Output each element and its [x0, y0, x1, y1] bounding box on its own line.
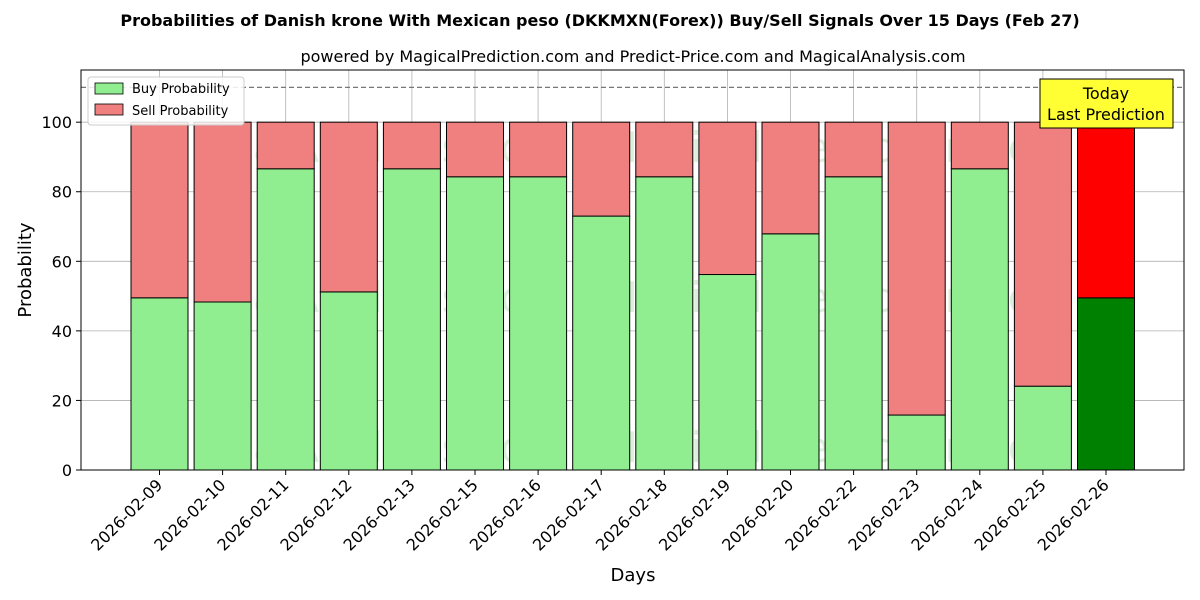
- chart-subtitle: powered by MagicalPrediction.com and Pre…: [300, 47, 965, 66]
- sell-bar: [1013, 121, 1072, 387]
- y-tick-label: 80: [52, 183, 72, 202]
- sell-bar: [509, 121, 568, 178]
- sell-bar: [256, 121, 315, 170]
- today-annotation-box: [1039, 78, 1174, 129]
- buy-bar: [572, 215, 631, 471]
- sell-bar: [193, 121, 252, 303]
- sell-bar: [761, 121, 820, 235]
- y-tick-label: 0: [62, 461, 72, 480]
- buy-bar: [256, 168, 315, 471]
- buy-bar: [382, 168, 441, 471]
- buy-bar: [1013, 385, 1072, 471]
- buy-bar: [887, 414, 946, 471]
- buy-bar: [1077, 297, 1135, 471]
- buy-bar: [193, 301, 252, 471]
- chart-title: Probabilities of Danish krone With Mexic…: [120, 11, 1079, 30]
- sell-bar: [635, 121, 694, 178]
- sell-bar: [698, 121, 757, 276]
- sell-bar: [572, 121, 631, 217]
- plot-frame: [80, 69, 1185, 471]
- y-tick-label: 60: [52, 252, 72, 271]
- sell-bar: [950, 121, 1009, 170]
- buy-bar: [509, 176, 568, 471]
- sell-bar: [319, 121, 378, 293]
- buy-bar: [130, 297, 189, 471]
- today-annotation: Today Last Prediction: [1039, 78, 1174, 129]
- buy-bar: [950, 168, 1009, 471]
- buy-bar: [319, 291, 378, 471]
- buy-bar: [761, 233, 820, 471]
- sell-bar: [887, 121, 946, 416]
- sell-bar: [1077, 121, 1135, 299]
- y-tick-label: 20: [52, 391, 72, 410]
- y-tick-label: 40: [52, 322, 72, 341]
- buy-bar: [698, 274, 757, 471]
- sell-bar: [130, 121, 189, 299]
- sell-bar: [824, 121, 883, 178]
- y-axis-label: Probability: [15, 222, 36, 317]
- bars: [130, 121, 1135, 471]
- legend-label-buy: Buy Probability: [132, 82, 230, 97]
- buy-bar: [635, 176, 694, 471]
- buy-bar: [446, 176, 504, 471]
- today-annotation-line-2: Last Prediction: [1047, 105, 1165, 124]
- sell-bar: [446, 121, 504, 178]
- x-axis-label: Days: [611, 565, 656, 586]
- legend-swatch-buy: [94, 82, 124, 95]
- buy-bar: [824, 176, 883, 471]
- legend-swatch-sell: [94, 103, 124, 116]
- today-annotation-line-1: Today: [1082, 84, 1129, 103]
- x-axis: 2026-02-092026-02-102026-02-112026-02-12…: [87, 470, 1113, 555]
- legend: Buy Probability Sell Probability: [87, 76, 245, 126]
- y-axis: 0 20 40 60 80 100: [41, 113, 81, 480]
- legend-box: [87, 76, 245, 126]
- y-tick-label: 100: [41, 113, 72, 132]
- legend-label-sell: Sell Probability: [132, 104, 229, 119]
- sell-bar: [382, 121, 441, 170]
